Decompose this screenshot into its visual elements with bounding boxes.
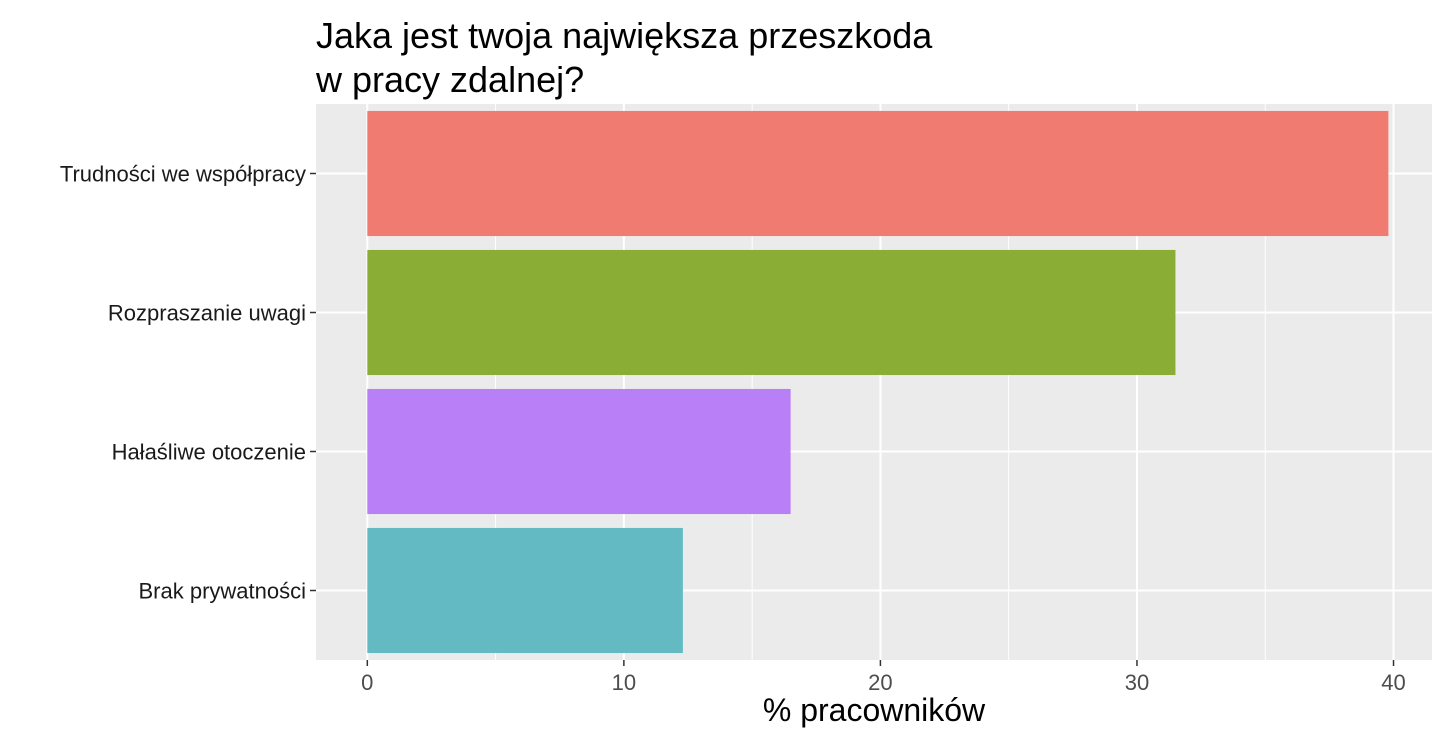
x-tick-label: 40 <box>1381 670 1405 695</box>
y-tick-label: Trudności we współpracy <box>60 162 306 187</box>
y-tick-label: Brak prywatności <box>138 579 306 604</box>
x-tick-label: 10 <box>612 670 636 695</box>
bar <box>367 388 791 515</box>
x-tick-label: 0 <box>361 670 373 695</box>
y-tick-label: Rozpraszanie uwagi <box>108 301 306 326</box>
y-tick-label: Hałaśliwe otoczenie <box>112 440 306 465</box>
bar <box>367 527 683 654</box>
x-tick-label: 30 <box>1125 670 1149 695</box>
x-axis-label: % pracowników <box>762 692 986 728</box>
bar <box>367 110 1389 237</box>
bars <box>367 110 1389 654</box>
x-axis: 0 10 20 30 40 <box>361 660 1406 695</box>
bar <box>367 249 1176 376</box>
chart-title: Jaka jest twoja największa przeszkoda w … <box>316 15 933 100</box>
x-tick-label: 20 <box>868 670 892 695</box>
y-axis: Trudności we współpracy Rozpraszanie uwag… <box>60 162 316 604</box>
